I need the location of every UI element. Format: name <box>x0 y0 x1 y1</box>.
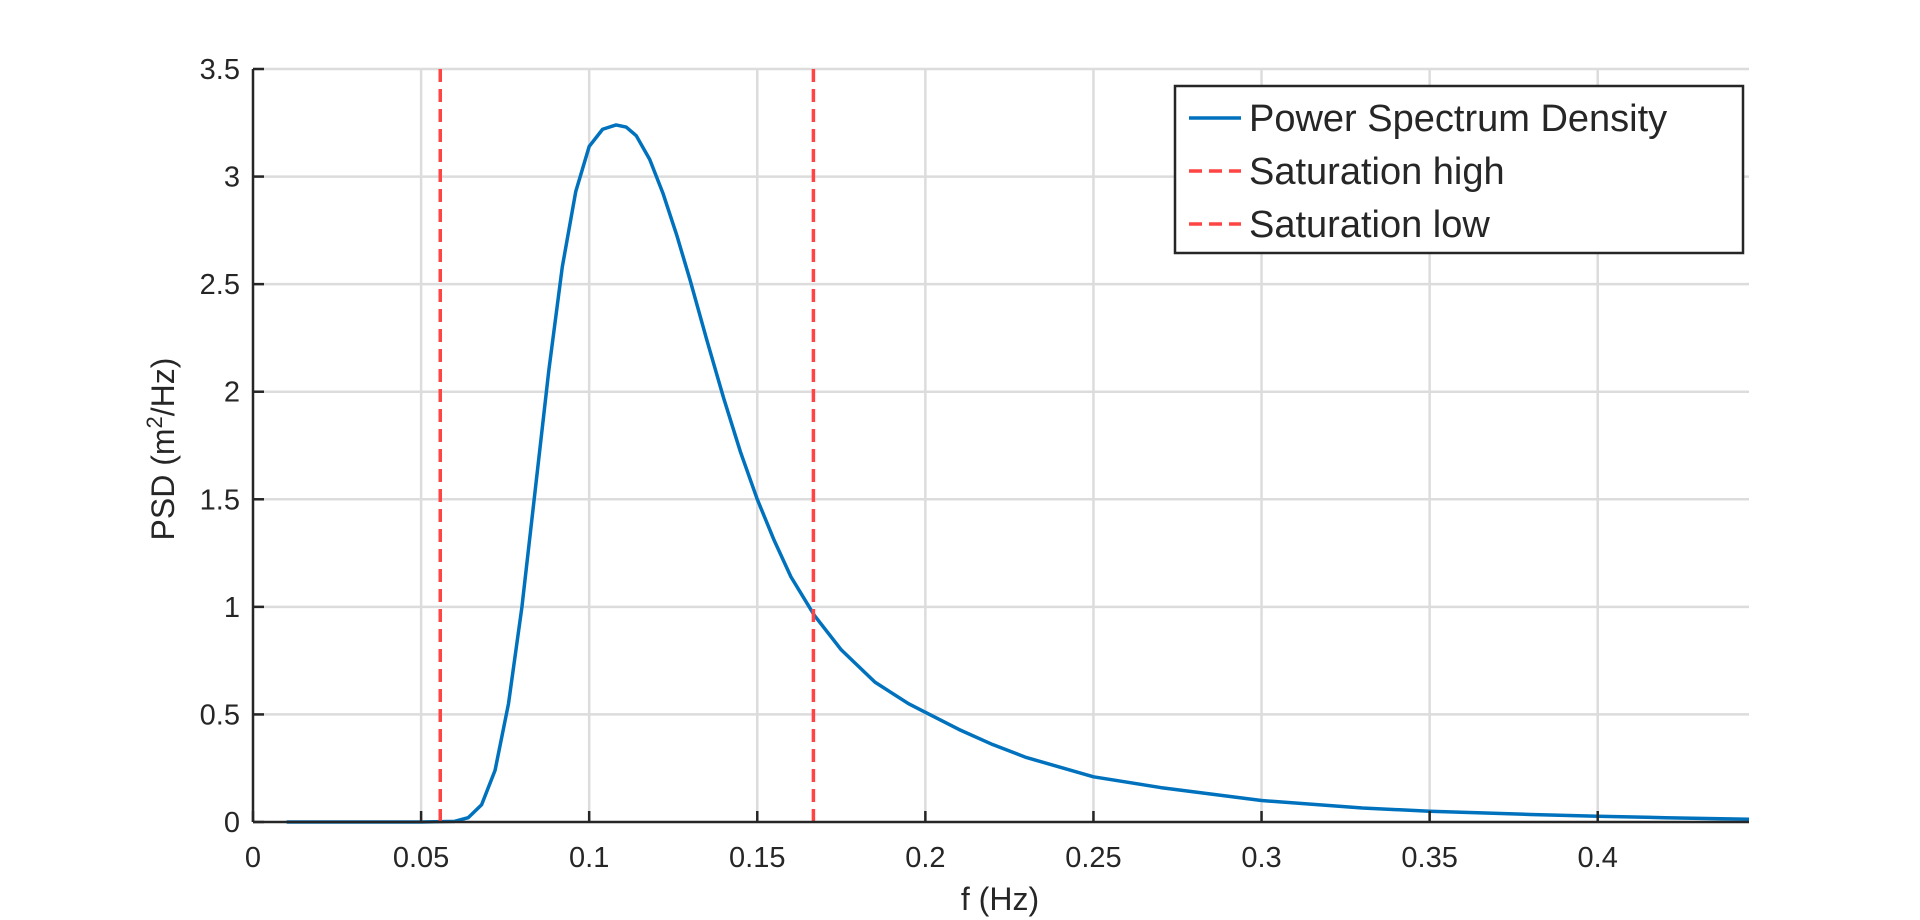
y-tick-label: 3.5 <box>200 54 240 86</box>
x-axis-label: f (Hz) <box>961 881 1039 917</box>
legend-box <box>1173 84 1745 255</box>
x-tick-label: 0.15 <box>729 842 785 874</box>
y-axis-label-sup: 2 <box>142 416 167 428</box>
y-tick-label: 1.5 <box>200 484 240 516</box>
y-tick-label: 2.5 <box>200 269 240 301</box>
y-tick-label: 2 <box>224 377 240 409</box>
legend-label: Saturation low <box>1249 204 1490 246</box>
legend: Power Spectrum Density Saturation high Sat… <box>1173 84 1745 255</box>
ticks: 0 0.05 0.1 0.15 0.2 0.25 0.3 0.35 0.4 0 0.5 1 1.5 2 2.… <box>200 54 1618 874</box>
y-axis-label-main: PSD (m <box>145 428 181 540</box>
x-tick-label: 0 <box>245 842 261 874</box>
x-tick-label: 0.2 <box>905 842 945 874</box>
y-tick-label: 0 <box>224 807 240 839</box>
y-axis-label: PSD (m2/Hz) <box>142 358 181 541</box>
y-axis-label-tail: /Hz) <box>145 358 181 417</box>
x-tick-label: 0.05 <box>393 842 449 874</box>
y-tick-label: 1 <box>224 592 240 624</box>
x-tick-label: 0.3 <box>1241 842 1281 874</box>
x-tick-label: 0.4 <box>1578 842 1618 874</box>
x-tick-label: 0.35 <box>1401 842 1457 874</box>
series-layer <box>286 69 1750 824</box>
series-line-power-spectrum-density <box>286 123 1750 824</box>
axes <box>251 69 1749 824</box>
legend-label: Power Spectrum Density <box>1249 98 1667 140</box>
y-tick-label: 3 <box>224 162 240 194</box>
x-tick-label: 0.1 <box>569 842 609 874</box>
y-tick-label: 0.5 <box>200 699 240 731</box>
legend-label: Saturation high <box>1249 151 1505 193</box>
x-tick-label: 0.25 <box>1065 842 1121 874</box>
